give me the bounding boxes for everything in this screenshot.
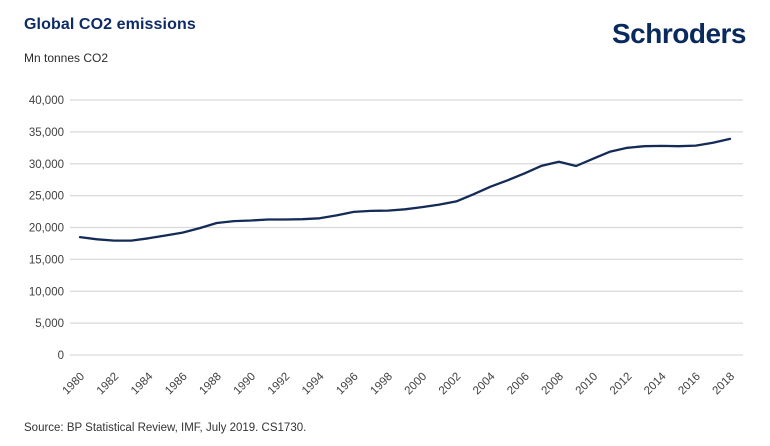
y-tick-label: 25,000 (29, 191, 64, 203)
x-tick-label: 2002 (437, 371, 464, 398)
x-tick-label: 1992 (266, 371, 293, 398)
x-tick-label: 2006 (505, 371, 532, 398)
source-note: Source: BP Statistical Review, IMF, July… (24, 422, 307, 434)
x-tick-label: 2004 (471, 370, 498, 397)
x-tick-label: 2016 (676, 371, 703, 398)
y-axis-unit-label: Mn tonnes CO2 (24, 51, 109, 65)
emissions-line (78, 137, 732, 242)
x-tick-label: 2000 (403, 371, 430, 398)
x-tick-label: 2014 (642, 370, 669, 397)
y-tick-label: 10,000 (29, 286, 64, 298)
y-tick-label: 5,000 (35, 318, 64, 330)
x-tick-label: 1984 (129, 370, 156, 397)
x-tick-label: 1994 (300, 370, 327, 397)
x-tick-label: 2008 (539, 371, 566, 398)
x-tick-label: 1986 (163, 371, 190, 398)
y-tick-label: 35,000 (29, 127, 64, 139)
chart-title: Global CO2 emissions (24, 16, 196, 33)
x-tick-label: 2012 (608, 371, 635, 398)
y-tick-label: 15,000 (29, 254, 64, 266)
x-tick-label: 1990 (232, 371, 259, 398)
y-tick-label: 0 (58, 350, 64, 362)
schroders-logo: Schroders (612, 18, 747, 49)
chart-header: Global CO2 emissions Mn tonnes CO2 Schro… (24, 16, 747, 65)
x-tick-label: 2010 (574, 371, 601, 398)
x-tick-label: 1996 (334, 371, 361, 398)
x-tick-label: 1988 (197, 371, 224, 398)
y-tick-label: 40,000 (29, 95, 64, 107)
x-tick-label: 1998 (368, 371, 395, 398)
y-tick-label: 20,000 (29, 223, 64, 235)
x-tick-label: 1982 (95, 371, 122, 398)
x-tick-label: 1980 (61, 371, 88, 398)
y-tick-label: 30,000 (29, 159, 64, 171)
header-text-block: Global CO2 emissions Mn tonnes CO2 (24, 16, 196, 65)
x-tick-label: 2018 (711, 371, 738, 398)
